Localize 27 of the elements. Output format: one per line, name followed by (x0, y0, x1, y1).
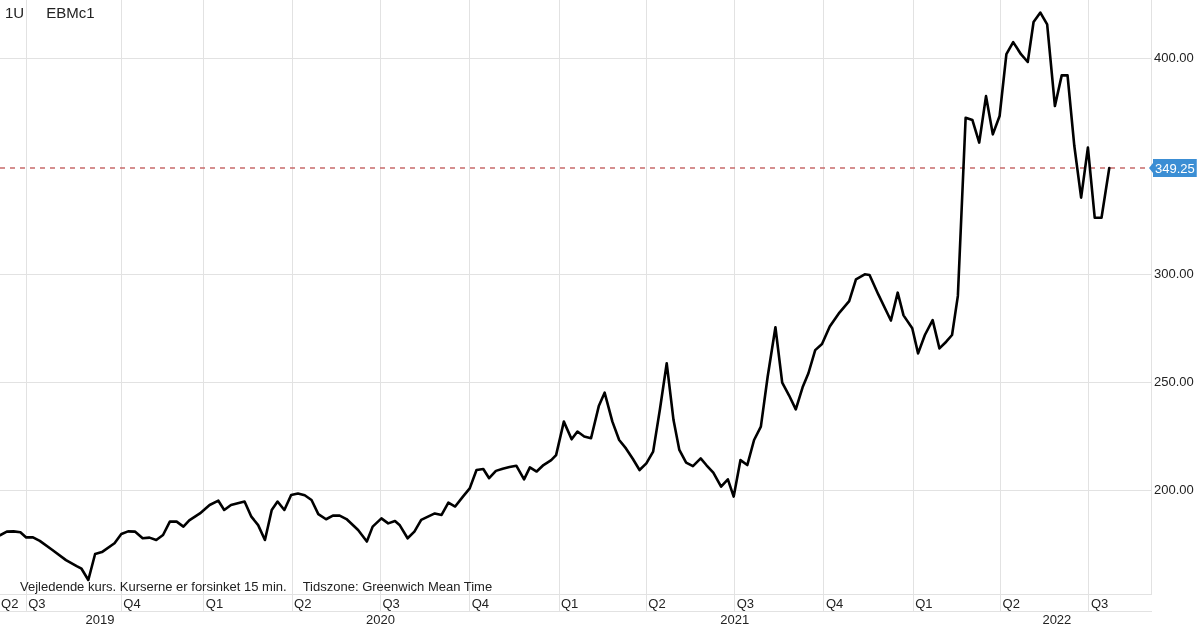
x-tick-label: Q3 (382, 596, 400, 612)
x-tick-label: Q4 (825, 596, 844, 612)
x-tick-label: Q4 (471, 596, 490, 612)
chart-title: EBMc1 (46, 4, 95, 22)
x-tick-label: Q1 (561, 596, 579, 612)
x2-tick-label: 2019 (85, 612, 115, 628)
y-tick-label: 250.00 (1154, 373, 1194, 389)
x-tick-label: Q3 (28, 596, 46, 612)
annotation: Vejledende kurs. Kurserne er forsinket 15 min. (20, 579, 287, 594)
x-tick-label: Q1 (915, 596, 933, 612)
x-tick-label: Q2 (1, 596, 19, 612)
y-tick-label: 400.00 (1154, 49, 1194, 65)
ref-line-label: 349.25 (1155, 160, 1195, 176)
x2-tick-label: 2022 (1042, 612, 1072, 628)
annotation: Tidszone: Greenwich Mean Time (302, 579, 493, 594)
x-tick-label: Q4 (123, 596, 141, 612)
x-tick-label: Q3 (736, 596, 755, 612)
y-tick-label: 300.00 (1154, 265, 1194, 281)
y-tick-label: 200.00 (1154, 481, 1194, 497)
chart-subtitle: 1U (5, 4, 25, 22)
x-tick-label: Q3 (1090, 596, 1109, 612)
x-tick-label: Q2 (648, 596, 666, 612)
x-tick-label: Q2 (1002, 596, 1020, 612)
x-tick-label: Q2 (294, 596, 312, 612)
x-tick-label: Q1 (205, 596, 224, 612)
x2-tick-label: 2021 (720, 612, 750, 628)
x2-tick-label: 2020 (365, 612, 395, 628)
